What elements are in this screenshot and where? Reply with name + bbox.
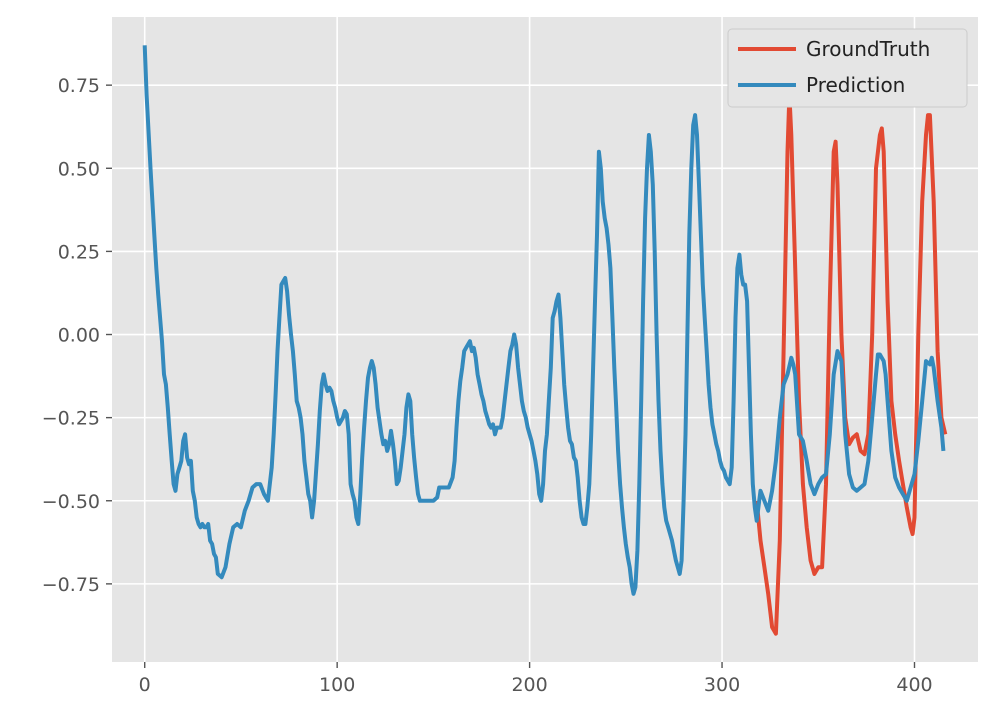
y-tick-label: 0.00	[58, 325, 100, 347]
x-tick-label: 100	[319, 674, 355, 696]
series-line-prediction	[142, 45, 946, 596]
y-tick-label: 0.25	[58, 241, 100, 263]
y-tick-label: −0.75	[42, 574, 100, 596]
x-tick-label: 200	[511, 674, 547, 696]
x-tick-label: 400	[896, 674, 932, 696]
grid-lines	[112, 17, 978, 662]
y-tick-label: −0.25	[42, 408, 100, 430]
axis-ticks: 0 100 200 300 400 0.75 0.50 0.25 0.00 −0.25 −0.50 −…	[42, 75, 933, 696]
legend: GroundTruth Prediction	[727, 28, 968, 108]
x-tick-label: 300	[704, 674, 740, 696]
y-tick-label: −0.50	[42, 491, 100, 513]
y-tick-label: 0.75	[58, 75, 100, 97]
legend-label-prediction: Prediction	[806, 73, 905, 97]
legend-label-groundtruth: GroundTruth	[806, 37, 930, 61]
plot-background	[112, 17, 978, 662]
x-tick-label: 0	[139, 674, 151, 696]
y-tick-label: 0.50	[58, 158, 100, 180]
